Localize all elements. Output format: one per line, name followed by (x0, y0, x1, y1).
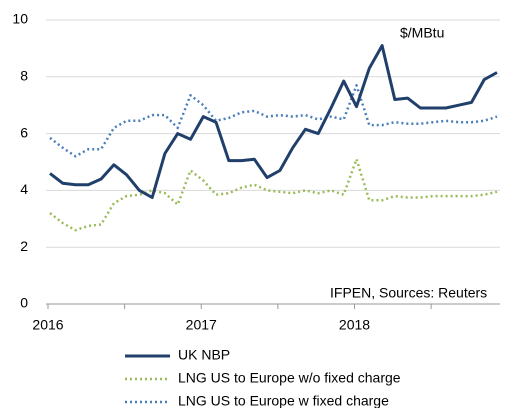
x-tick-label: 2016 (32, 317, 63, 333)
x-tick-label: 2017 (186, 317, 217, 333)
series-line (49, 84, 498, 158)
y-tick-label: 8 (20, 68, 28, 84)
plot: 0 2 4 6 8 10 2016 2017 2018 UK NBP LNG US to Europ… (12, 11, 500, 408)
y-tick-label: 6 (20, 124, 28, 140)
source-annotation: IFPEN, Sources: Reuters (330, 285, 487, 301)
legend-label: LNG US to Europe w/o fixed charge (178, 370, 401, 386)
y-tick-label: 2 (20, 238, 28, 254)
y-tick-label: 10 (12, 11, 28, 27)
x-tick-label: 2018 (339, 317, 370, 333)
unit-annotation: $/MBtu (400, 25, 444, 41)
series-line (49, 44, 498, 199)
series-line (49, 157, 498, 232)
y-tick-label: 0 (20, 295, 28, 311)
legend-label: UK NBP (178, 347, 230, 363)
y-tick-label: 4 (20, 181, 28, 197)
legend-label: LNG US to Europe w fixed charge (178, 393, 389, 408)
